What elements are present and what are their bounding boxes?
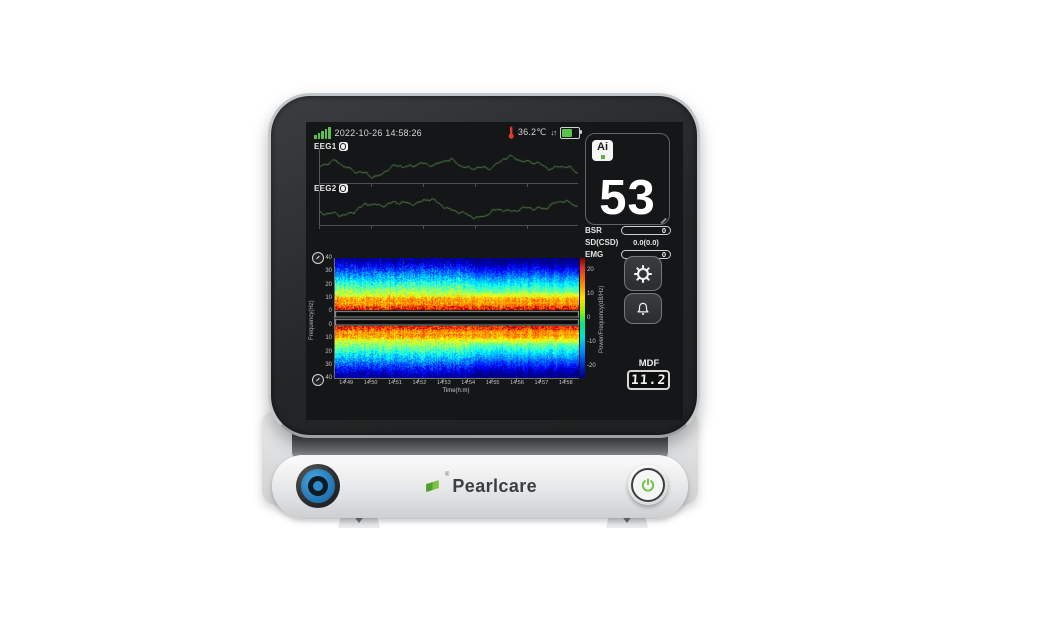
eeg2-x-axis (319, 225, 578, 229)
gear-icon (634, 264, 652, 283)
spectrogram-canvas (334, 258, 579, 379)
charge-arrows-icon: ↓↑ (550, 128, 557, 137)
bsr-value-pill: 0 (621, 226, 671, 235)
tick-label: 14:52 (412, 380, 427, 386)
brand-logo: ® Pearlcare (272, 455, 688, 518)
spectrogram-badge-top[interactable] (312, 252, 324, 264)
tick-label: 20 (587, 267, 594, 273)
screen-bezel: 2022-10-26 14:58:26 36.2℃ ↓↑ EEG1 (268, 93, 700, 438)
settings-button[interactable] (624, 256, 662, 291)
signal-bar (317, 132, 320, 139)
ai-index-value: 53 (599, 171, 656, 225)
power-button-ring (631, 468, 665, 502)
colorbar (580, 258, 585, 378)
knob-blue-ring (301, 469, 335, 503)
emg-value: 0 (661, 249, 666, 259)
time-axis-ticks (345, 379, 568, 382)
spectrogram-badge-bottom[interactable] (312, 374, 324, 386)
spectrogram-ylabel: Frequency(Hz) (309, 300, 315, 340)
knob-inner-ring (308, 476, 328, 496)
power-icon (641, 478, 655, 492)
eeg1-x-axis (319, 183, 578, 187)
tick-label: 10 (325, 294, 332, 301)
eeg1-waveform (320, 149, 578, 183)
front-panel: ® Pearlcare (272, 455, 688, 518)
tick-label: 30 (325, 268, 332, 275)
datetime: 2022-10-26 14:58:26 (334, 127, 422, 138)
bsr-value: 0 (661, 225, 666, 235)
tick-label: 10 (325, 335, 332, 342)
eeg1-label: EEG1 (314, 142, 337, 151)
signal-bar (324, 128, 327, 139)
signal-strength-icon (314, 126, 331, 139)
tick-label: 14:57 (534, 380, 549, 386)
tick-label: 20 (325, 348, 332, 355)
filter-badge-icon (338, 184, 348, 193)
sd-label: SD(CSD) (585, 238, 619, 247)
pearlcare-leaf-icon (426, 480, 439, 493)
tick-label: 40 (325, 255, 332, 261)
eeg1-header: EEG1 (314, 142, 348, 151)
bsr-row: BSR 0 (585, 225, 671, 236)
status-bar: 2022-10-26 14:58:26 36.2℃ ↓↑ (314, 125, 582, 140)
mdf-label: MDF (638, 358, 660, 369)
tick-label: 14:56 (510, 380, 524, 386)
tick-label: -10 (587, 339, 596, 345)
eeg2-header: EEG2 (314, 184, 348, 193)
navigation-knob[interactable] (296, 464, 340, 508)
power-button[interactable] (628, 465, 668, 505)
ai-badge-dot (600, 154, 605, 159)
signal-bar (328, 126, 331, 139)
knob-center-dot (313, 481, 323, 491)
tick-label: 14:50 (363, 380, 378, 386)
mdf-display: 11.2 (627, 370, 670, 390)
sd-value: 0.0(0.0) (633, 238, 659, 247)
alarm-button[interactable] (624, 293, 662, 324)
tick-label: 20 (325, 281, 332, 288)
filter-badge-icon (338, 142, 348, 151)
trademark-mark: ® (444, 472, 450, 478)
eeg1-y-axis (319, 149, 320, 183)
screen: 2022-10-26 14:58:26 36.2℃ ↓↑ EEG1 (306, 122, 683, 420)
tick-label: 0 (587, 315, 591, 321)
tick-label: 14:53 (436, 380, 451, 386)
bell-icon (637, 302, 649, 315)
tick-label: 14:55 (485, 380, 500, 386)
thermometer-icon (508, 126, 514, 139)
tick-label: 40 (325, 375, 332, 381)
tick-label: 10 (587, 291, 594, 297)
brand-name: Pearlcare (452, 476, 538, 496)
tick-label: 14:54 (461, 380, 476, 386)
temperature: 36.2℃ (517, 127, 547, 137)
signal-bar (314, 134, 317, 139)
tick-label: -20 (587, 363, 596, 369)
signal-bar (321, 130, 324, 139)
eeg2-label: EEG2 (314, 184, 337, 193)
tick-label: 0 (328, 322, 332, 328)
bsr-label: BSR (585, 226, 602, 235)
eeg2-waveform (320, 191, 578, 225)
tick-label: 14:58 (558, 380, 573, 386)
tick-label: 14:51 (388, 380, 402, 386)
battery-fill (562, 128, 572, 137)
spectrogram-xlabel: Time(h:m) (442, 388, 470, 394)
emg-label: EMG (585, 250, 604, 259)
mdf-value: 11.2 (630, 372, 667, 388)
tick-label: 30 (325, 361, 332, 368)
sd-row: SD(CSD) 0.0(0.0) (585, 237, 671, 248)
ai-badge-label: Ai (597, 141, 608, 154)
battery-icon (560, 126, 582, 139)
eeg2-y-axis (319, 191, 320, 225)
tick-label: 0 (328, 308, 332, 314)
ai-badge-icon: Ai (592, 140, 613, 161)
ai-index-panel[interactable]: Ai 53 (585, 133, 670, 225)
tick-label: 14:49 (339, 380, 354, 386)
